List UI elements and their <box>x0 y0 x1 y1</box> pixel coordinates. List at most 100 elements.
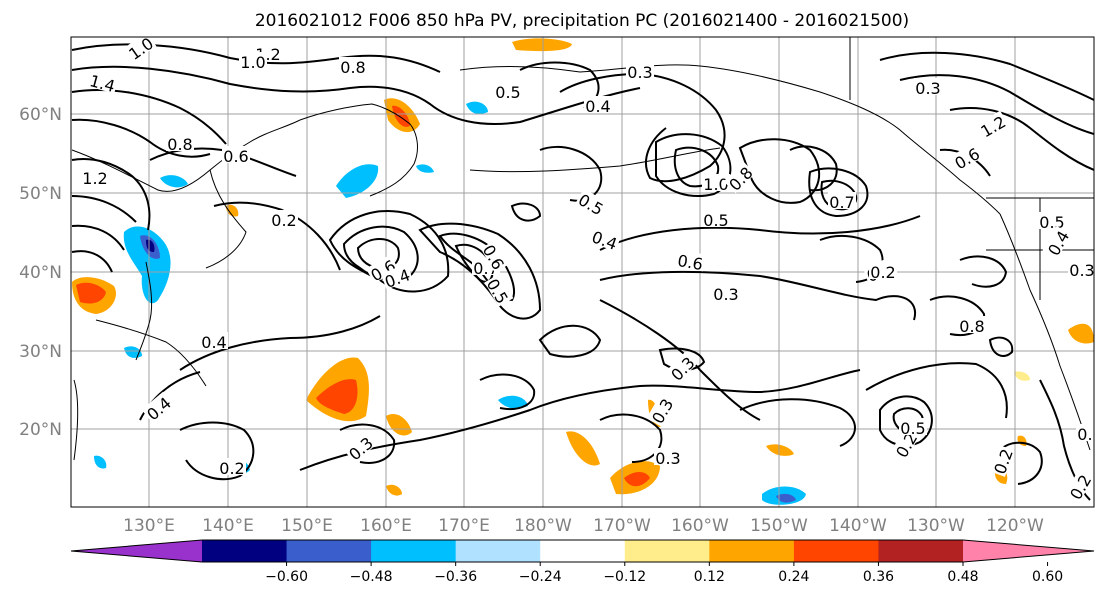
pv-contour-label-bg <box>589 225 622 252</box>
pv-contour-label: 0.2 <box>870 263 895 282</box>
colorbar-tick-label: 0.36 <box>863 569 894 585</box>
pv-contour-label: 0.5 <box>900 419 925 438</box>
pv-contour-label-bg <box>1038 212 1066 229</box>
lon-label: 130°E <box>123 516 175 536</box>
pv-contour-label-bg <box>702 210 730 227</box>
pv-contour-label-bg <box>1042 225 1072 259</box>
pv-contour-label-bg <box>975 110 1009 140</box>
pv-contour-label-bg <box>87 69 119 94</box>
pv-contour-label-bg <box>584 96 612 113</box>
lat-label: 30°N <box>19 342 62 362</box>
map-panel: 1.0 1.21.41.00.80.80.60.21.20.40.60.4 0.50… <box>70 36 1102 508</box>
pv-contour-label: 0.5 <box>495 83 520 102</box>
lat-label: 60°N <box>19 105 62 125</box>
pv-contour-label-bg <box>1076 424 1094 441</box>
colorbar-segment <box>709 540 795 562</box>
lon-label: 180°W <box>514 516 572 536</box>
pv-contour-label-bg <box>665 351 698 384</box>
pv-contour-label-bg <box>646 393 676 427</box>
colorbar-tick-label: 0.60 <box>1032 569 1063 585</box>
lon-label: 160°E <box>360 516 412 536</box>
pv-contour-label-bg <box>81 168 109 185</box>
pv-contour-label: 0.8 <box>959 317 984 336</box>
pv-contour-label: 0.3 <box>655 449 680 468</box>
pv-contour-label-bg <box>123 37 157 63</box>
pv-contour-label-bg <box>869 262 897 279</box>
pv-contour-label: 0.3 <box>915 79 940 98</box>
pv-contour-label: 0.4 <box>585 97 610 116</box>
pv-contour-label-bg <box>270 210 298 227</box>
colorbar-extend-max <box>963 540 1094 562</box>
colorbar-tick-label: −0.12 <box>603 569 646 585</box>
pv-contour-label: 1.2 <box>82 169 107 188</box>
colorbar-segment <box>793 540 879 562</box>
lat-label: 50°N <box>19 184 62 204</box>
pv-contour-label-bg <box>222 146 250 163</box>
lon-label: 160°W <box>671 516 729 536</box>
lon-label: 170°E <box>438 516 490 536</box>
colorbar-tick-label: 0.12 <box>694 569 725 585</box>
colorbar-segment <box>540 540 626 562</box>
pv-contours <box>71 43 1094 501</box>
pv-contour-label-bg <box>988 444 1015 477</box>
colorbar-tick-labels: −0.60 −0.48 −0.36 −0.24 −0.12 0.12 0.24 0.36 0.4… <box>265 562 1063 585</box>
pv-contour-label-bg <box>958 316 986 333</box>
pv-contour-label-bg <box>166 134 194 151</box>
lon-label: 120°W <box>986 516 1044 536</box>
colorbar-tick-label: −0.36 <box>434 569 477 585</box>
pv-contour-label: 0.3 <box>713 285 738 304</box>
pv-contour-label-bg <box>949 142 983 172</box>
lat-label: 20°N <box>19 420 62 440</box>
pv-contour-label: 0.5 <box>703 211 728 230</box>
pv-contour-label-bg <box>1064 469 1094 503</box>
pv-contour-label-bg <box>702 174 730 191</box>
pv-contour-label: 0.2 <box>219 459 244 478</box>
lon-label: 170°W <box>593 516 651 536</box>
lat-label: 40°N <box>19 263 62 283</box>
lon-label: 150°W <box>750 516 808 536</box>
pv-contour-label-bg <box>712 284 740 301</box>
pv-contour-label-bg <box>626 62 654 79</box>
pv-contour-label-bg <box>380 263 413 290</box>
colorbar-tick-label: 0.48 <box>947 569 978 585</box>
pv-contour-label: 0.6 <box>676 251 704 274</box>
lon-label: 140°W <box>829 516 887 536</box>
pv-contour-label-bg <box>723 161 756 194</box>
colorbar-extend-min <box>71 540 202 562</box>
colorbar-tick-label: 0.24 <box>778 569 809 585</box>
pv-contour-label-bg <box>899 418 927 435</box>
pv-contour-label: 0.3 <box>1069 261 1094 280</box>
pv-contour-label: 0.2 <box>271 211 296 230</box>
pv-contour-label-bg <box>200 332 228 349</box>
lon-label: 140°E <box>202 516 254 536</box>
pv-contour-label-bg <box>239 52 267 69</box>
colorbar-outline <box>70 539 1095 563</box>
colorbar-tick-label: −0.48 <box>350 569 393 585</box>
colorbar-tick-label: −0.24 <box>519 569 562 585</box>
lon-label: 150°E <box>281 516 333 536</box>
pv-contour-label: 1.0 <box>703 175 728 194</box>
pv-contour-label: 0.2 <box>1077 425 1102 444</box>
coastlines <box>71 37 1094 461</box>
lon-label: 130°W <box>907 516 965 536</box>
pv-contour-label-bg <box>828 192 856 209</box>
pv-contour-label-bg <box>575 188 609 218</box>
pv-contour-label-bg <box>654 448 682 465</box>
colorbar-segment <box>624 540 710 562</box>
pv-contour-label-bg <box>494 82 522 99</box>
pv-contour-label-bg <box>484 273 514 307</box>
longitude-labels: 130°E 140°E 150°E 160°E 170°E 180°W 170°… <box>123 516 1044 536</box>
pv-contour-label: 1.0 <box>240 53 265 72</box>
colorbar-segment <box>371 540 457 562</box>
pv-contour-label-bg <box>480 239 510 273</box>
pv-contour-label-bg <box>890 427 920 461</box>
colorbar-segment <box>286 540 372 562</box>
colorbar-segment <box>878 540 964 562</box>
colorbar <box>70 539 1095 563</box>
pv-contour-label-bg <box>343 431 376 463</box>
colorbar-segment <box>455 540 541 562</box>
pv-contour-label: 0.6 <box>223 147 248 166</box>
latitude-labels: 60°N 50°N 40°N 30°N 20°N <box>19 105 62 440</box>
pv-contour-label-bg <box>1068 260 1094 277</box>
